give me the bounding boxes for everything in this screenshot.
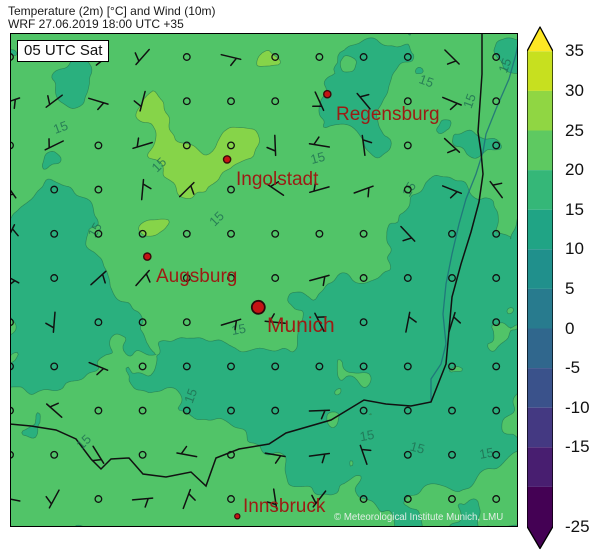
svg-text:15: 15	[359, 427, 376, 444]
svg-text:15: 15	[478, 445, 495, 462]
svg-text:15: 15	[230, 321, 247, 338]
